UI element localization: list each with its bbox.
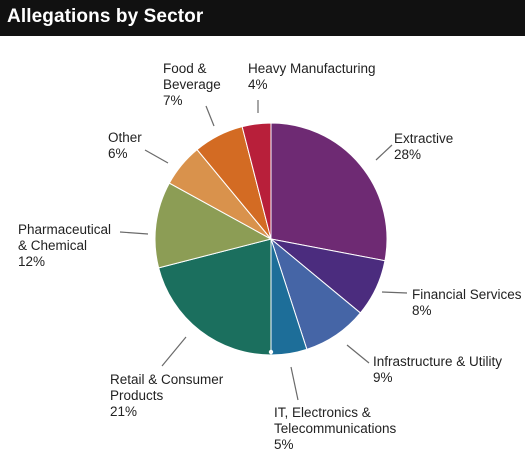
leader-line: [205, 105, 215, 127]
slice-label: Other 6%: [108, 130, 142, 161]
slice-label: IT, Electronics & Telecommunications 5%: [274, 405, 397, 452]
pie-slice: [158, 238, 272, 356]
chart-header-bar: Allegations by Sector: [0, 0, 525, 36]
slice-label-line: Telecommunications: [274, 421, 397, 436]
slice-label-line: Pharmaceutical: [18, 222, 111, 237]
slice-percent: 5%: [274, 437, 294, 452]
slice-percent: 12%: [18, 254, 45, 269]
leader-line: [375, 144, 393, 161]
slice-percent: 28%: [394, 147, 421, 162]
slice-label-line: Products: [110, 388, 164, 403]
slice-label-line: Other: [108, 130, 142, 145]
slice-label-line: Food &: [163, 61, 207, 76]
slice-label: Financial Services 8%: [412, 287, 522, 318]
slice-percent: 6%: [108, 146, 128, 161]
leader-line: [161, 336, 187, 367]
slice-label-line: Heavy Manufacturing: [248, 61, 376, 76]
slice-label-line: IT, Electronics &: [274, 405, 371, 420]
slice-percent: 9%: [373, 370, 393, 385]
leader-line: [381, 291, 408, 294]
pie-center-seam-dot: [268, 349, 274, 355]
slice-label-line: Infrastructure & Utility: [373, 354, 502, 369]
leader-line: [346, 344, 370, 364]
slice-percent: 4%: [248, 77, 268, 92]
slice-label: Infrastructure & Utility 9%: [373, 354, 502, 385]
slice-label: Pharmaceutical & Chemical 12%: [18, 222, 111, 269]
pie-slice: [270, 122, 388, 262]
slice-label-line: & Chemical: [18, 238, 87, 253]
pie-slice: [154, 182, 273, 269]
slice-percent: 7%: [163, 93, 183, 108]
slice-label: Retail & Consumer Products 21%: [110, 372, 224, 419]
chart-title: Allegations by Sector: [7, 6, 204, 27]
slice-label-line: Beverage: [163, 77, 221, 92]
leader-line: [290, 366, 299, 401]
slice-label-line: Retail & Consumer: [110, 372, 224, 387]
slice-label-line: Financial Services: [412, 287, 522, 302]
slice-percent: 21%: [110, 404, 137, 419]
pie-slice: [241, 122, 272, 240]
slice-label: Food & Beverage 7%: [163, 61, 221, 108]
slice-percent: 8%: [412, 303, 432, 318]
slice-label: Extractive 28%: [394, 131, 453, 162]
leader-line: [144, 149, 169, 164]
leader-line: [119, 231, 149, 235]
slice-label: Heavy Manufacturing 4%: [248, 61, 376, 92]
slice-label-line: Extractive: [394, 131, 453, 146]
